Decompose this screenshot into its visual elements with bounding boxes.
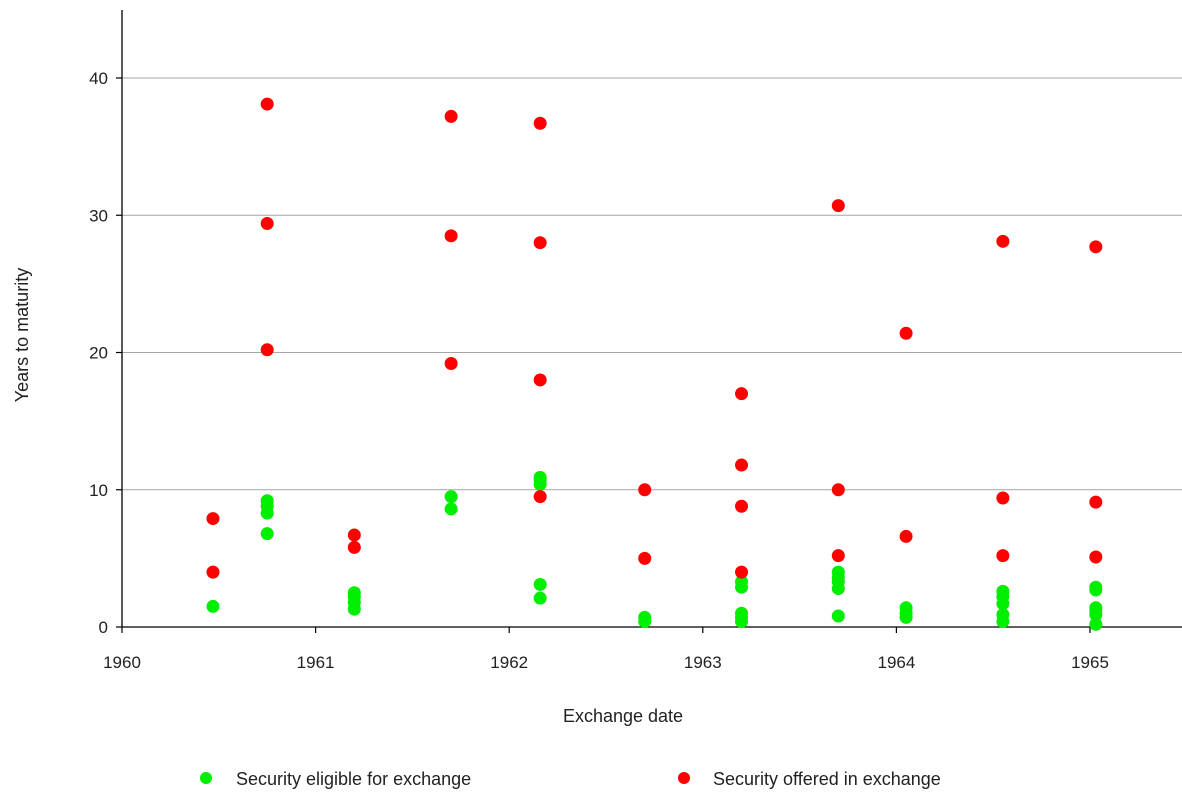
offered-point	[533, 116, 547, 130]
offered-point	[996, 234, 1010, 248]
offered-point	[206, 565, 220, 579]
x-tick-label: 1963	[684, 653, 722, 672]
y-tick-label: 30	[89, 206, 108, 225]
x-tick-label: 1962	[490, 653, 528, 672]
offered-point	[533, 236, 547, 250]
offered-point	[996, 491, 1010, 505]
offered-point	[899, 326, 913, 340]
eligible-point	[260, 494, 274, 508]
x-tick-label: 1964	[877, 653, 915, 672]
eligible-point	[831, 565, 845, 579]
data-points	[206, 97, 1103, 631]
eligible-point	[533, 470, 547, 484]
offered-point	[735, 499, 749, 513]
offered-point	[347, 540, 361, 554]
x-axis-title: Exchange date	[563, 706, 683, 726]
y-tick-label: 20	[89, 344, 108, 363]
offered-point	[260, 216, 274, 230]
offered-point	[533, 490, 547, 504]
legend-label-eligible: Security eligible for exchange	[236, 769, 471, 789]
offered-point	[1089, 550, 1103, 564]
legend-marker-eligible	[200, 772, 212, 784]
offered-point	[1089, 240, 1103, 254]
legend-label-offered: Security offered in exchange	[713, 769, 941, 789]
offered-point	[444, 356, 458, 370]
offered-point	[347, 528, 361, 542]
offered-point	[735, 387, 749, 401]
x-tick-label: 1965	[1071, 653, 1109, 672]
eligible-point	[831, 609, 845, 623]
offered-point	[735, 565, 749, 579]
ticks: 0 10 20 30 40 1960 1961 1962 1963 1964 1965	[89, 69, 1109, 672]
eligible-point	[899, 601, 913, 615]
x-tick-label: 1961	[297, 653, 335, 672]
eligible-point	[533, 591, 547, 605]
x-tick-label: 1960	[103, 653, 141, 672]
eligible-point	[735, 575, 749, 589]
eligible-point	[1089, 580, 1103, 594]
eligible-point	[206, 599, 220, 613]
eligible-point	[533, 577, 547, 591]
eligible-point	[996, 584, 1010, 598]
y-axis-title: Years to maturity	[12, 268, 32, 402]
eligible-point	[347, 586, 361, 600]
axes	[121, 10, 1182, 628]
eligible-point	[638, 610, 652, 624]
eligible-point	[444, 490, 458, 504]
y-tick-label: 40	[89, 69, 108, 88]
gridlines	[122, 77, 1182, 491]
eligible-point	[735, 606, 749, 620]
eligible-point	[260, 527, 274, 541]
offered-point	[831, 483, 845, 497]
offered-point	[735, 458, 749, 472]
offered-point	[444, 229, 458, 243]
offered-point	[638, 483, 652, 497]
offered-point	[831, 199, 845, 213]
offered-point	[260, 97, 274, 111]
offered-point	[533, 373, 547, 387]
offered-point	[996, 549, 1010, 563]
eligible-point	[1089, 601, 1103, 615]
y-tick-label: 10	[89, 481, 108, 500]
offered-point	[260, 343, 274, 357]
offered-point	[899, 529, 913, 543]
eligible-point	[1089, 617, 1103, 631]
legend: Security eligible for exchange Security …	[200, 769, 941, 789]
eligible-point	[444, 502, 458, 516]
legend-marker-offered	[678, 772, 690, 784]
y-tick-label: 0	[99, 618, 108, 637]
offered-point	[638, 551, 652, 565]
offered-point	[444, 109, 458, 123]
offered-point	[1089, 495, 1103, 509]
offered-point	[831, 549, 845, 563]
offered-point	[206, 512, 220, 526]
eligible-point	[996, 608, 1010, 622]
